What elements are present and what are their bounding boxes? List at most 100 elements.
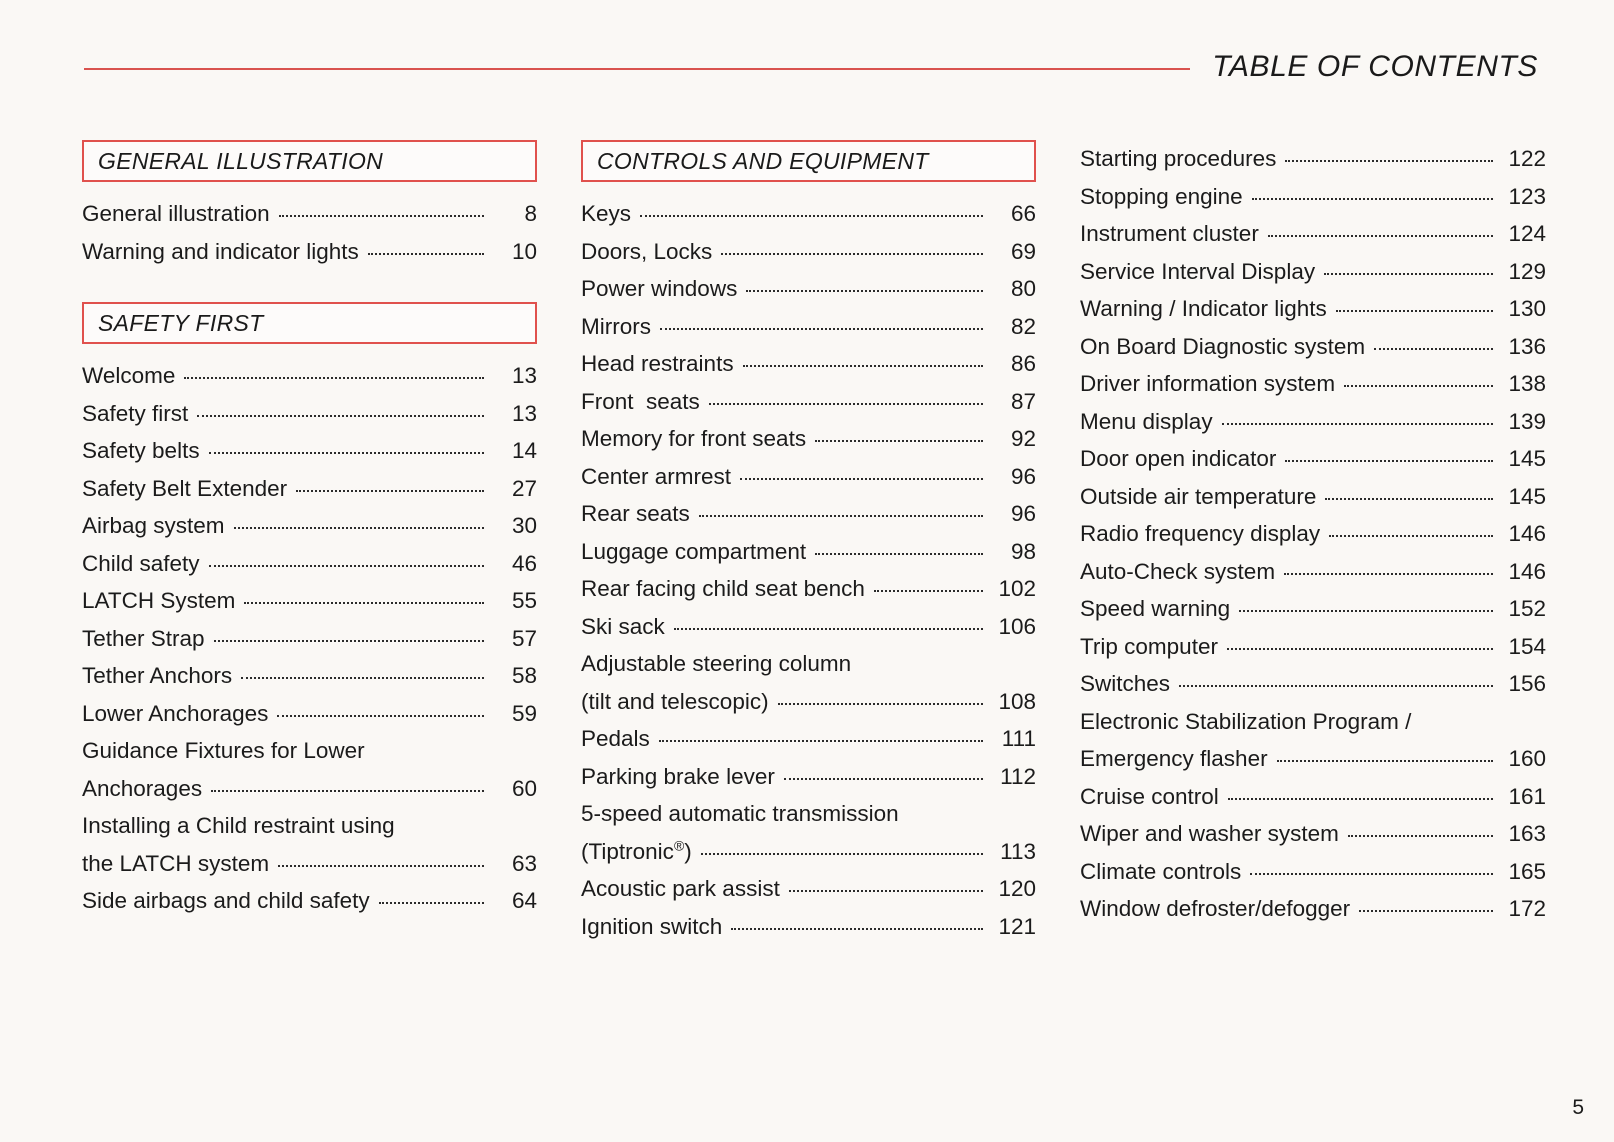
page-title: TABLE OF CONTENTS xyxy=(1212,50,1538,83)
leader-dots xyxy=(1221,422,1493,425)
toc-entry[interactable]: Driver information system 138 xyxy=(1080,365,1546,403)
leader-dots xyxy=(1374,347,1493,350)
toc-entry-title: Stopping engine xyxy=(1080,183,1243,209)
toc-entry-title: Rear facing child seat bench xyxy=(581,576,865,601)
leader-dots xyxy=(1324,272,1493,275)
toc-entry[interactable]: Safety Belt Extender 27 xyxy=(82,470,537,508)
leader-dots xyxy=(1347,835,1493,837)
toc-page-number: 64 xyxy=(511,888,537,913)
toc-entry[interactable]: Safety belts 14 xyxy=(82,432,537,470)
toc-entry[interactable]: Safety first 13 xyxy=(82,395,537,433)
toc-entry[interactable]: Stopping engine 123 xyxy=(1080,178,1546,216)
toc-entry-title: Pedals xyxy=(581,726,650,751)
toc-entry-title: Front seats xyxy=(581,388,700,414)
section-spacer xyxy=(82,270,537,302)
toc-entry[interactable]: Welcome 13 xyxy=(82,357,537,395)
toc-entry[interactable]: Lower Anchorages 59 xyxy=(82,695,537,733)
toc-entry-title: Service Interval Display xyxy=(1080,258,1316,284)
toc-entry[interactable]: Pedals 111 xyxy=(581,720,1036,758)
toc-entry[interactable]: Warning / Indicator lights 130 xyxy=(1080,290,1546,328)
toc-page-number: 120 xyxy=(998,876,1036,901)
leader-dots xyxy=(658,740,983,742)
toc-page-number: 165 xyxy=(1508,858,1546,884)
toc-page-number: 108 xyxy=(998,688,1036,714)
toc-entry[interactable]: Door open indicator 145 xyxy=(1080,440,1546,478)
toc-entry-title-line1: Adjustable steering column xyxy=(581,651,852,676)
leader-dots xyxy=(777,702,983,705)
toc-entry[interactable]: Service Interval Display 129 xyxy=(1080,253,1546,291)
toc-entry[interactable]: Window defroster/defogger 172 xyxy=(1080,890,1546,928)
toc-entry[interactable]: Tether Strap 57 xyxy=(82,620,537,658)
toc-page-number: 160 xyxy=(1508,746,1546,771)
toc-entry[interactable]: Rear seats 96 xyxy=(581,495,1036,533)
toc-entry-title-line1: Installing a Child restraint using xyxy=(82,813,395,838)
toc-entry[interactable]: Menu display 139 xyxy=(1080,403,1546,441)
toc-page-number: 96 xyxy=(1010,501,1036,526)
toc-entry[interactable]: Auto-Check system 146 xyxy=(1080,553,1546,591)
toc-page-number: 145 xyxy=(1508,446,1546,471)
toc-entry[interactable]: Switches 156 xyxy=(1080,665,1546,703)
toc-entry[interactable]: Guidance Fixtures for Lower Anchorages 60 xyxy=(82,732,537,807)
page-header: TABLE OF CONTENTS xyxy=(0,44,1614,90)
toc-entry[interactable]: Tether Anchors 58 xyxy=(82,657,537,695)
toc-entry[interactable]: Doors, Locks 69 xyxy=(581,233,1036,271)
toc-entry[interactable]: Memory for front seats 92 xyxy=(581,420,1036,458)
toc-entry[interactable]: Outside air temperature 145 xyxy=(1080,478,1546,516)
toc-entry-title: Luggage compartment xyxy=(581,538,807,564)
leader-dots xyxy=(278,215,484,217)
toc-entry[interactable]: Instrument cluster 124 xyxy=(1080,215,1546,253)
toc-entry[interactable]: Warning and indicator lights 10 xyxy=(82,233,537,271)
toc-entry[interactable]: Keys 66 xyxy=(581,195,1036,233)
toc-entry[interactable]: Starting procedures 122 xyxy=(1080,140,1546,178)
toc-entry[interactable]: General illustration 8 xyxy=(82,195,537,233)
toc-entry[interactable]: Luggage compartment 98 xyxy=(581,533,1036,571)
toc-entry-title: Switches xyxy=(1080,671,1171,696)
toc-entry[interactable]: Mirrors 82 xyxy=(581,308,1036,346)
toc-entry-title-line2-row: Anchorages 60 xyxy=(82,770,537,808)
toc-entry[interactable]: Head restraints 86 xyxy=(581,345,1036,383)
toc-page-number: 27 xyxy=(511,475,537,501)
toc-entry[interactable]: Center armrest 96 xyxy=(581,458,1036,496)
leader-dots xyxy=(278,864,484,867)
toc-entry[interactable]: Side airbags and child safety 64 xyxy=(82,882,537,920)
toc-entry[interactable]: On Board Diagnostic system 136 xyxy=(1080,328,1546,366)
toc-entry[interactable]: Airbag system 30 xyxy=(82,507,537,545)
toc-entry[interactable]: Wiper and washer system 163 xyxy=(1080,815,1546,853)
toc-entry[interactable]: Climate controls 165 xyxy=(1080,853,1546,891)
toc-entry-title: Child safety xyxy=(82,550,200,576)
toc-page-number: 122 xyxy=(1508,146,1546,171)
toc-entry-title: LATCH System xyxy=(82,588,236,613)
registered-trademark-icon: ® xyxy=(673,837,685,853)
toc-entry-title-line2-row: the LATCH system 63 xyxy=(82,845,537,883)
toc-entry[interactable]: Radio frequency display 146 xyxy=(1080,515,1546,553)
toc-entry[interactable]: Adjustable steering column (tilt and tele… xyxy=(581,645,1036,720)
toc-entry-list: Welcome 13 Safety first 13 Safety belts 14 Saf… xyxy=(82,357,537,920)
leader-dots xyxy=(1276,760,1493,762)
toc-entry[interactable]: Rear facing child seat bench 102 xyxy=(581,570,1036,608)
toc-entry[interactable]: Speed warning 152 xyxy=(1080,590,1546,628)
toc-entry[interactable]: Child safety 46 xyxy=(82,545,537,583)
toc-entry[interactable]: Power windows 80 xyxy=(581,270,1036,308)
toc-entry[interactable]: Cruise control 161 xyxy=(1080,778,1546,816)
toc-entry-title: Ignition switch xyxy=(581,913,723,939)
toc-entry[interactable]: Parking brake lever 112 xyxy=(581,758,1036,796)
toc-page-number: 113 xyxy=(1000,838,1036,864)
toc-entry[interactable]: Trip computer 154 xyxy=(1080,628,1546,666)
toc-page-number: 66 xyxy=(1010,201,1036,226)
toc-entry-title: Tether Strap xyxy=(82,625,205,651)
toc-page-number: 146 xyxy=(1508,521,1546,546)
toc-entry[interactable]: 5-speed automatic transmission (Tiptronic… xyxy=(581,795,1036,870)
toc-entry[interactable]: LATCH System 55 xyxy=(82,582,537,620)
toc-page-number: 82 xyxy=(1010,313,1036,339)
toc-entry[interactable]: Front seats 87 xyxy=(581,383,1036,421)
toc-page-number: 121 xyxy=(998,913,1036,939)
toc-entry[interactable]: Electronic Stabilization Program / Emerge… xyxy=(1080,703,1546,778)
toc-page-number: 102 xyxy=(998,576,1036,601)
toc-page-number: 92 xyxy=(1010,426,1036,451)
toc-entry[interactable]: Acoustic park assist 120 xyxy=(581,870,1036,908)
toc-entry[interactable]: Installing a Child restraint using the LA… xyxy=(82,807,537,882)
toc-entry[interactable]: Ignition switch 121 xyxy=(581,908,1036,946)
toc-page-number: 146 xyxy=(1508,558,1546,584)
toc-entry-title-line1: 5-speed automatic transmission xyxy=(581,801,899,826)
toc-entry[interactable]: Ski sack 106 xyxy=(581,608,1036,646)
